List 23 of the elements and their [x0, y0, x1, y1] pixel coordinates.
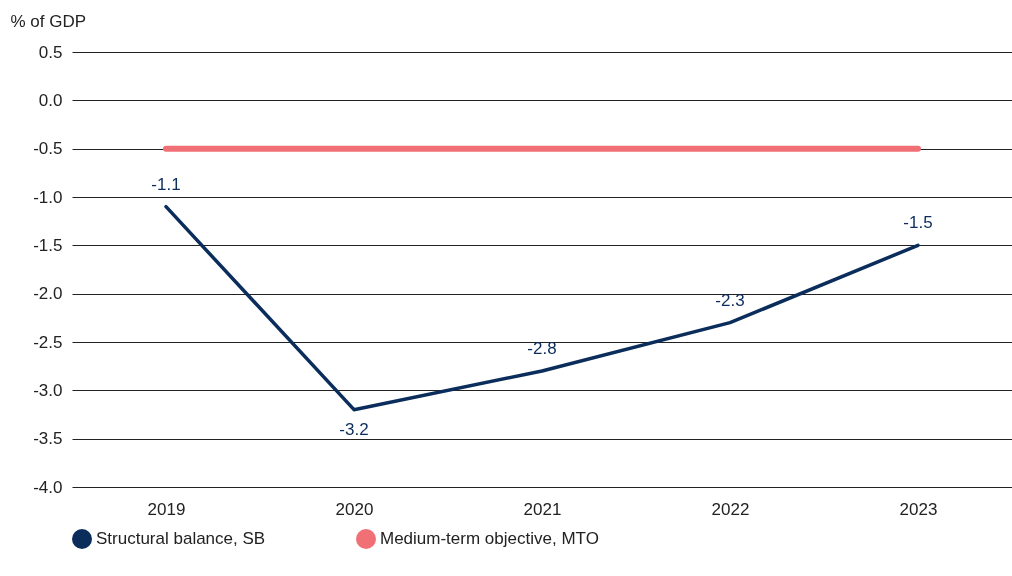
y-tick-label: -1.0 — [33, 187, 63, 207]
x-tick-label: 2021 — [523, 499, 562, 519]
data-label: -2.8 — [527, 339, 557, 358]
data-label: -1.5 — [903, 213, 933, 233]
y-tick-label: -1.5 — [33, 235, 63, 255]
data-label: -2.3 — [715, 290, 745, 310]
y-tick-label: -0.5 — [33, 139, 63, 159]
x-tick-label: 2022 — [711, 499, 750, 519]
x-tick-label: 2019 — [147, 499, 186, 519]
y-tick-label: 0.5 — [38, 42, 63, 62]
y-tick-label: -3.5 — [33, 429, 63, 449]
y-axis-title: % of GDP — [10, 11, 87, 31]
y-tick-label: -2.0 — [33, 284, 63, 304]
y-tick-label: -3.0 — [33, 380, 63, 400]
y-tick-label: 0.0 — [38, 90, 63, 110]
x-tick-label: 2020 — [335, 499, 374, 519]
legend-label: Medium-term objective, MTO — [380, 529, 599, 548]
y-tick-label: -2.5 — [33, 332, 63, 352]
data-label: -1.1 — [151, 174, 181, 194]
legend-label: Structural balance, SB — [96, 529, 266, 548]
y-tick-label: -4.0 — [33, 477, 63, 497]
data-label: -3.2 — [339, 419, 369, 439]
x-tick-label: 2023 — [899, 499, 938, 519]
